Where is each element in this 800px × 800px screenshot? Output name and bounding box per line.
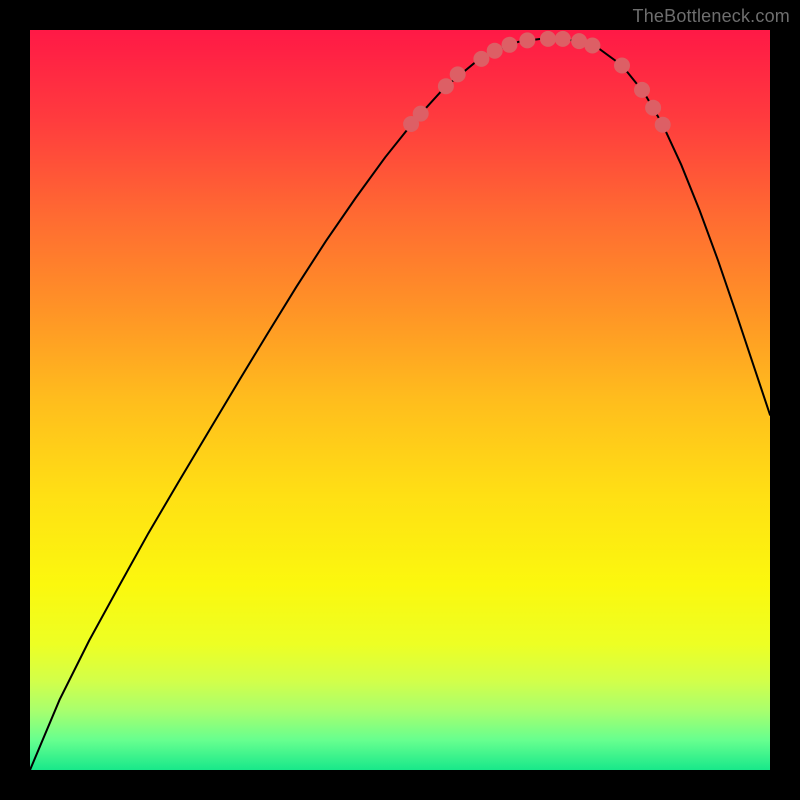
curve-marker xyxy=(502,37,518,53)
curve-marker xyxy=(540,31,556,47)
plot-area xyxy=(30,30,770,770)
curve-marker xyxy=(438,78,454,94)
curve-marker xyxy=(473,51,489,67)
chart-svg xyxy=(30,30,770,770)
curve-marker xyxy=(450,66,466,82)
watermark-text: TheBottleneck.com xyxy=(633,6,790,27)
curve-marker xyxy=(655,117,671,133)
curve-marker xyxy=(645,100,661,116)
curve-marker xyxy=(634,82,650,98)
curve-marker xyxy=(413,106,429,122)
chart-outer: TheBottleneck.com xyxy=(0,0,800,800)
curve-marker xyxy=(584,38,600,54)
curve-marker xyxy=(487,43,503,59)
curve-marker xyxy=(519,32,535,48)
curve-marker xyxy=(555,31,571,47)
curve-markers xyxy=(403,31,671,133)
bottleneck-curve xyxy=(30,39,770,770)
curve-marker xyxy=(614,58,630,74)
